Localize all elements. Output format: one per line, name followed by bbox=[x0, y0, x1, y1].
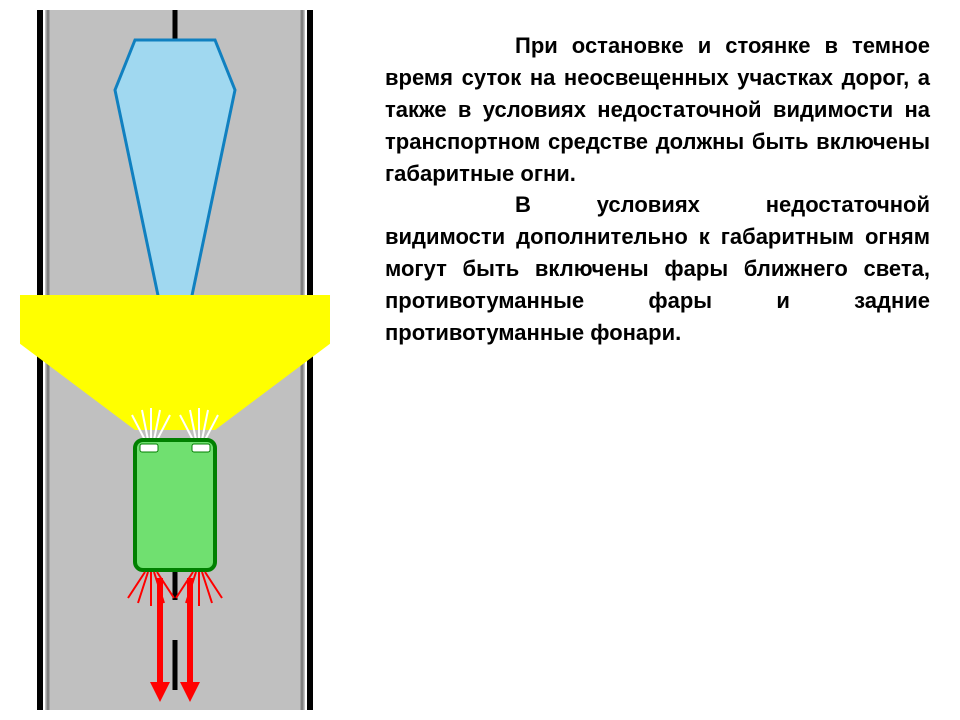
paragraph-1: При остановке и стоянке в темное время с… bbox=[385, 30, 930, 189]
car-body bbox=[135, 440, 215, 570]
description-text: При остановке и стоянке в темное время с… bbox=[385, 30, 930, 349]
road-lights-diagram bbox=[20, 10, 330, 710]
diagram-svg bbox=[20, 10, 330, 710]
paragraph-2-text: В условиях недостаточной видимости допол… bbox=[385, 192, 930, 345]
car-headlight-right bbox=[192, 444, 210, 452]
paragraph-1-text: При остановке и стоянке в темное время с… bbox=[385, 33, 930, 186]
car-headlight-left bbox=[140, 444, 158, 452]
paragraph-2: В условиях недостаточной видимости допол… bbox=[385, 189, 930, 348]
